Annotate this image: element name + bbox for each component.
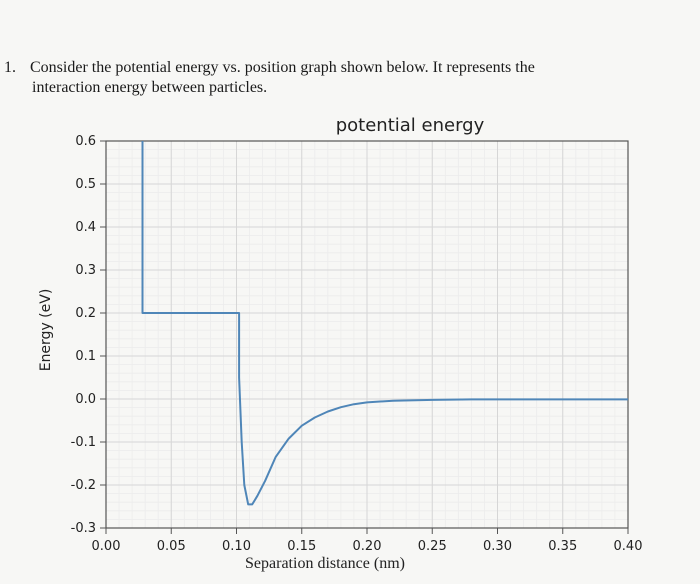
y-tick-label: 0.5 bbox=[75, 177, 96, 192]
y-tick-label: 0.3 bbox=[75, 263, 96, 278]
x-tick-label: 0.10 bbox=[222, 539, 251, 554]
question-number: 1. bbox=[4, 59, 16, 76]
chart-grid bbox=[105, 140, 629, 529]
y-axis-ticks: 0.6 0.5 0.4 0.3 0.2 0.1 0.0 -0.1 -0.2 -0.3 bbox=[71, 134, 106, 536]
question-line-1-text: Consider the potential energy vs. positi… bbox=[30, 59, 535, 76]
y-tick-label: 0.1 bbox=[75, 349, 96, 364]
y-axis-label: Energy (eV) bbox=[38, 289, 54, 372]
series-group bbox=[141, 141, 628, 506]
x-tick-label: 0.25 bbox=[418, 539, 447, 554]
y-tick-label: 0.2 bbox=[75, 306, 96, 321]
y-tick-label: -0.1 bbox=[71, 435, 96, 450]
y-tick-label: 0.0 bbox=[75, 392, 96, 407]
chart-title: potential energy bbox=[336, 115, 485, 136]
x-tick-label: 0.30 bbox=[483, 539, 512, 554]
y-tick-label: 0.6 bbox=[75, 134, 96, 149]
x-tick-label: 0.35 bbox=[548, 539, 577, 554]
x-axis-ticks: 0.00 0.05 0.10 0.15 0.20 0.25 0.30 0.35 0.40 bbox=[92, 528, 643, 554]
potential-energy-line bbox=[141, 141, 628, 506]
x-tick-label: 0.40 bbox=[614, 539, 643, 554]
x-tick-label: 0.05 bbox=[157, 539, 186, 554]
question-line-1: 1. Consider the potential energy vs. posi… bbox=[4, 58, 684, 78]
x-tick-label: 0.20 bbox=[353, 539, 382, 554]
y-tick-label: -0.2 bbox=[71, 478, 96, 493]
y-tick-label: -0.3 bbox=[71, 521, 96, 536]
x-tick-label: 0.00 bbox=[92, 539, 121, 554]
x-axis-label: Separation distance (nm) bbox=[245, 555, 405, 572]
question-text: 1. Consider the potential energy vs. posi… bbox=[4, 58, 684, 98]
x-tick-label: 0.15 bbox=[287, 539, 316, 554]
question-line-2: interaction energy between particles. bbox=[32, 79, 268, 96]
y-tick-label: 0.4 bbox=[75, 220, 96, 235]
